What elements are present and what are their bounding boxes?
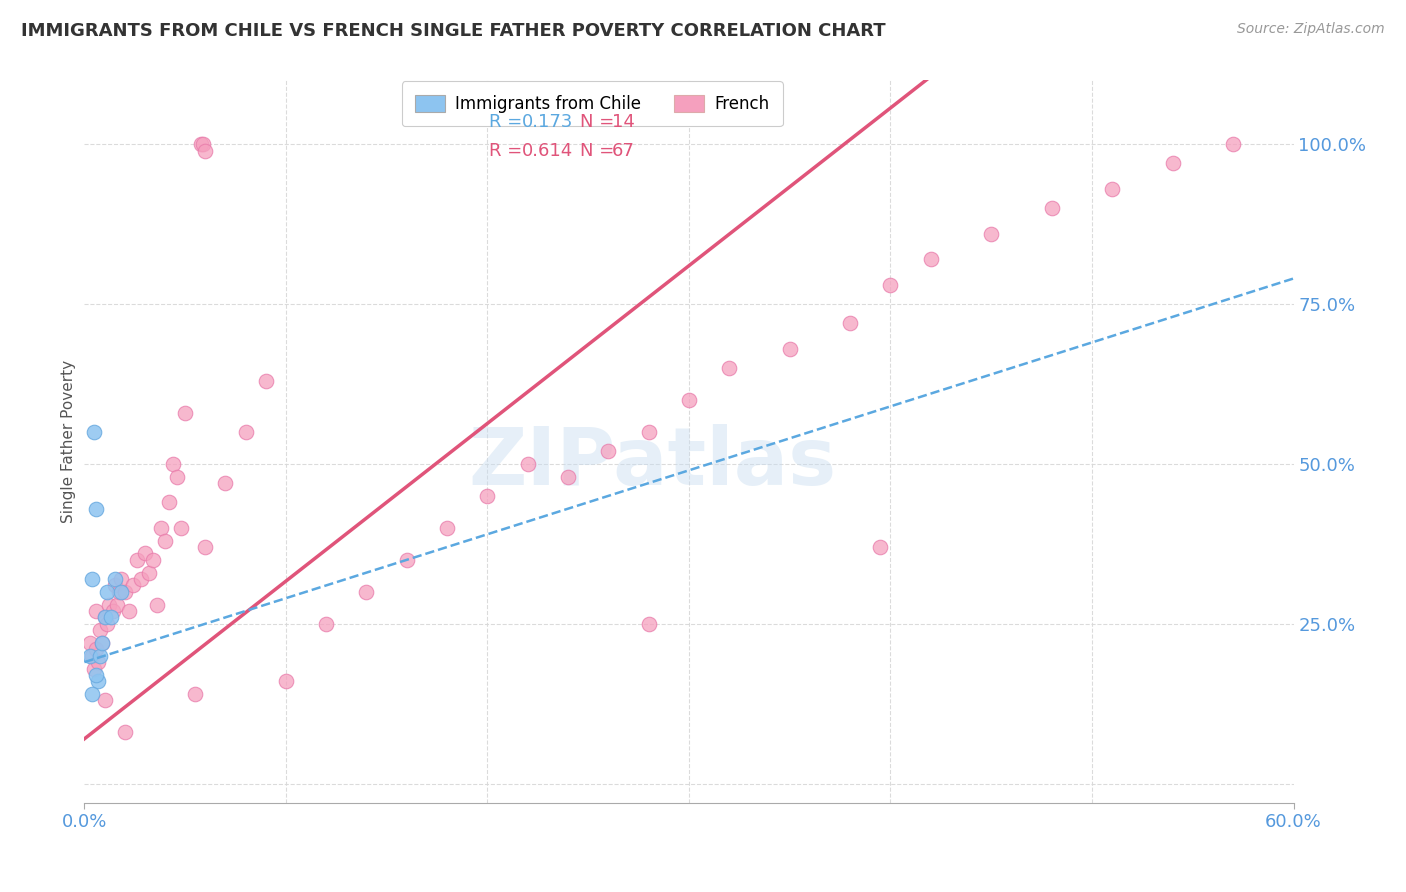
Point: [89, 648, 111, 663]
Point: [1101, 182, 1123, 196]
Legend: Immigrants from Chile, French: Immigrants from Chile, French: [402, 81, 783, 127]
Point: [134, 546, 156, 560]
Point: [110, 584, 132, 599]
Text: N =: N =: [581, 142, 620, 160]
Point: [194, 144, 217, 158]
Point: [839, 316, 862, 330]
Point: [93, 610, 115, 624]
Point: [1222, 137, 1244, 152]
Text: N =: N =: [581, 112, 620, 131]
Y-axis label: Single Father Poverty: Single Father Poverty: [60, 360, 76, 523]
Point: [110, 572, 132, 586]
Point: [920, 252, 942, 267]
Point: [153, 533, 176, 548]
Point: [125, 553, 148, 567]
Point: [779, 342, 801, 356]
Point: [91, 636, 114, 650]
Text: ZIPatlas: ZIPatlas: [468, 425, 837, 502]
Point: [194, 540, 217, 554]
Point: [83, 661, 105, 675]
Point: [114, 584, 136, 599]
Point: [274, 674, 297, 689]
Text: R =: R =: [489, 142, 529, 160]
Point: [149, 521, 172, 535]
Point: [162, 457, 184, 471]
Point: [86, 642, 108, 657]
Point: [980, 227, 1002, 241]
Point: [235, 425, 257, 439]
Point: [190, 137, 212, 152]
Point: [96, 584, 118, 599]
Point: [129, 572, 152, 586]
Text: 14: 14: [612, 112, 634, 131]
Point: [214, 476, 236, 491]
Point: [91, 636, 114, 650]
Point: [879, 277, 901, 292]
Text: 0.614: 0.614: [522, 142, 574, 160]
Point: [142, 553, 165, 567]
Point: [87, 674, 110, 689]
Point: [118, 604, 141, 618]
Point: [395, 553, 418, 567]
Point: [184, 687, 207, 701]
Point: [105, 598, 128, 612]
Point: [86, 501, 108, 516]
Point: [107, 584, 129, 599]
Point: [121, 578, 143, 592]
Point: [82, 648, 104, 663]
Point: [193, 137, 215, 152]
Point: [104, 572, 127, 586]
Point: [83, 425, 105, 439]
Text: IMMIGRANTS FROM CHILE VS FRENCH SINGLE FATHER POVERTY CORRELATION CHART: IMMIGRANTS FROM CHILE VS FRENCH SINGLE F…: [21, 22, 886, 40]
Point: [89, 623, 111, 637]
Point: [146, 598, 169, 612]
Point: [157, 495, 180, 509]
Point: [356, 584, 378, 599]
Point: [315, 616, 337, 631]
Point: [170, 521, 193, 535]
Point: [93, 693, 115, 707]
Point: [87, 655, 110, 669]
Text: 0.173: 0.173: [522, 112, 574, 131]
Point: [678, 392, 700, 407]
Point: [104, 578, 127, 592]
Point: [82, 572, 104, 586]
Point: [436, 521, 458, 535]
Point: [477, 489, 499, 503]
Point: [1161, 156, 1184, 170]
Point: [869, 540, 891, 554]
Text: 67: 67: [612, 142, 634, 160]
Point: [79, 648, 101, 663]
Point: [138, 566, 160, 580]
Point: [114, 725, 136, 739]
Point: [86, 604, 108, 618]
Point: [79, 636, 101, 650]
Point: [637, 616, 659, 631]
Point: [93, 610, 115, 624]
Point: [100, 610, 122, 624]
Point: [82, 687, 104, 701]
Point: [557, 469, 579, 483]
Text: Source: ZipAtlas.com: Source: ZipAtlas.com: [1237, 22, 1385, 37]
Point: [86, 668, 108, 682]
Point: [97, 598, 120, 612]
Point: [637, 425, 659, 439]
Point: [1040, 201, 1063, 215]
Text: R =: R =: [489, 112, 529, 131]
Point: [718, 361, 741, 376]
Point: [166, 469, 188, 483]
Point: [254, 374, 277, 388]
Point: [96, 616, 118, 631]
Point: [101, 604, 124, 618]
Point: [598, 444, 620, 458]
Point: [174, 406, 197, 420]
Point: [516, 457, 538, 471]
